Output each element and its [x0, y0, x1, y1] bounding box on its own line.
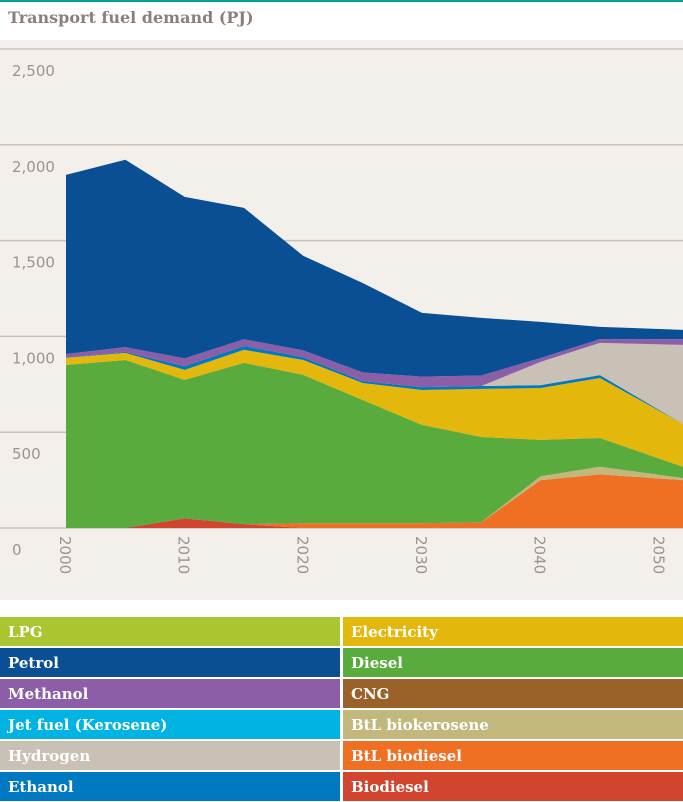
legend-swatch: [343, 710, 683, 739]
x-tick-label: 2050: [649, 536, 667, 574]
y-tick-label: 0: [12, 541, 22, 559]
y-tick-label: 2,000: [12, 158, 55, 176]
y-tick-label: 1,000: [12, 349, 55, 367]
legend-label: Diesel: [351, 654, 403, 672]
top-rule: [0, 0, 683, 2]
legend-swatch: [0, 772, 340, 801]
legend-swatch: [343, 772, 683, 801]
area: [66, 159, 683, 377]
x-tick-label: 2040: [531, 536, 549, 574]
y-tick-label: 1,500: [12, 254, 55, 272]
legend-swatch: [343, 679, 683, 708]
y-tick-label: 2,500: [12, 62, 55, 80]
chart-title: Transport fuel demand (PJ): [8, 8, 254, 27]
legend-label: Jet fuel (Kerosene): [6, 716, 167, 734]
area: [66, 518, 683, 528]
area: [66, 339, 683, 388]
y-tick-label: 500: [12, 445, 41, 463]
legend-label: Biodiesel: [351, 778, 429, 796]
legend-swatch: [0, 710, 340, 739]
legend-label: BtL biodiesel: [351, 747, 462, 765]
area: [66, 349, 683, 467]
legend-label: Hydrogen: [8, 747, 90, 765]
x-tick-label: 2010: [175, 536, 193, 574]
legend-label: Electricity: [351, 623, 439, 641]
legend-label: BtL biokerosene: [351, 716, 489, 734]
x-tick-label: 2020: [293, 536, 311, 574]
legend-label: CNG: [351, 685, 389, 703]
legend-label: LPG: [8, 623, 43, 641]
legend-swatch: [0, 679, 340, 708]
area: [66, 474, 683, 528]
legend-swatch: [343, 617, 683, 646]
x-tick-label: 2030: [412, 536, 430, 574]
area: [66, 466, 683, 528]
legend-label: Ethanol: [8, 778, 74, 796]
area: [66, 342, 683, 424]
area: [66, 359, 683, 528]
legend-swatch: [343, 648, 683, 677]
legend-label: Petrol: [8, 654, 59, 672]
legend-swatch: [0, 741, 340, 770]
legend-swatch: [0, 617, 340, 646]
legend-label: Methanol: [8, 685, 89, 703]
x-tick-label: 2000: [56, 536, 74, 574]
legend-swatch: [343, 741, 683, 770]
legend-swatch: [0, 648, 340, 677]
